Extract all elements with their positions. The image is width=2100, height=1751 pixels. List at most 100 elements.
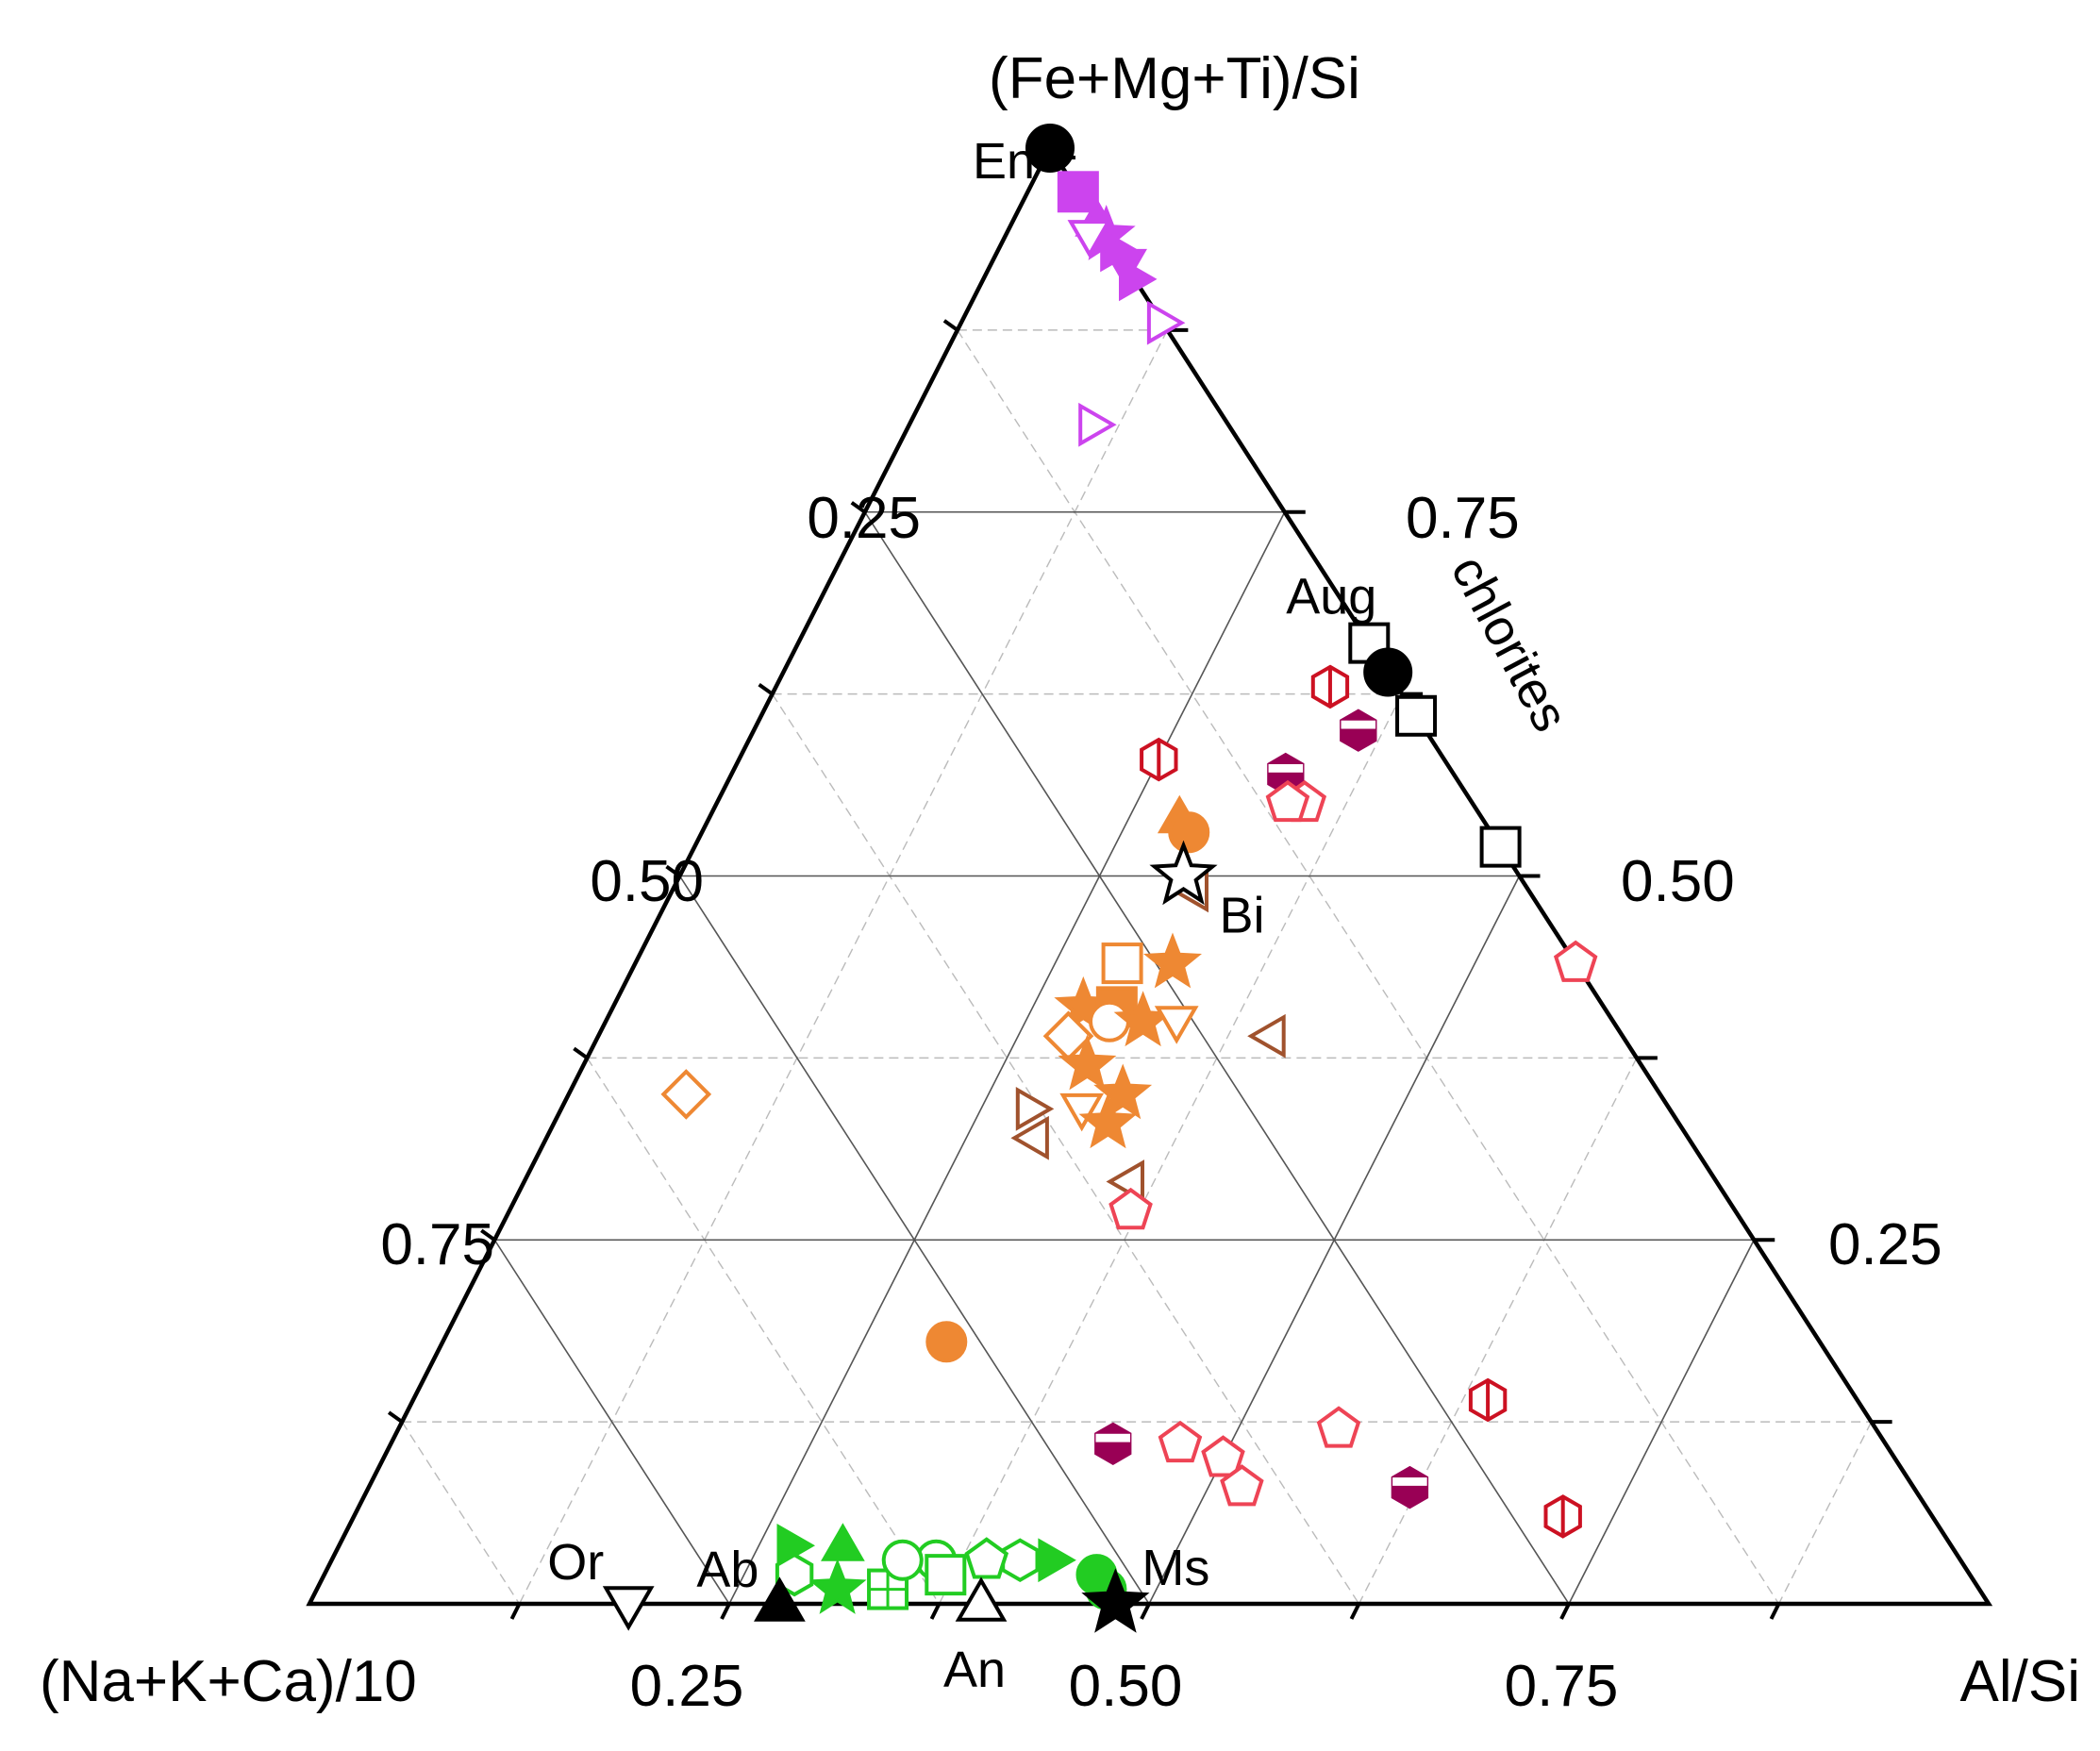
data-point — [1391, 1465, 1429, 1509]
tick-mark — [573, 1046, 589, 1060]
tick-mark — [942, 319, 959, 332]
grid-line — [493, 1239, 730, 1605]
tick-label-left-3: 0.75 — [380, 1212, 494, 1277]
data-point — [1140, 737, 1178, 782]
tick-label-bottom-1: 0.25 — [630, 1654, 744, 1719]
grid-line — [728, 511, 1286, 1605]
data-point — [1108, 1187, 1153, 1230]
grid-line — [586, 1057, 941, 1605]
data-point — [1057, 171, 1099, 213]
data-point — [925, 1321, 968, 1363]
tick-label-right-3: 0.25 — [1828, 1212, 1942, 1277]
data-point — [1089, 1000, 1130, 1042]
series-phyllosilicate-crossed-hexagons — [1140, 664, 1582, 1539]
data-point — [1015, 1087, 1055, 1131]
data-point-cross — [869, 1570, 908, 1609]
reference-label-bi: Bi — [1220, 888, 1265, 944]
tick-label-left-2: 0.50 — [590, 849, 704, 914]
reference-label-ab: Ab — [696, 1542, 758, 1598]
reference-label-ms: Ms — [1142, 1540, 1209, 1596]
reference-point-en — [1025, 124, 1075, 173]
data-point — [867, 1568, 909, 1610]
reference-labels: En Aug Bi Or Ab An Ms — [547, 133, 1376, 1698]
grid-line — [938, 693, 1403, 1605]
data-point — [1154, 1006, 1199, 1044]
data-point — [1543, 1494, 1582, 1539]
tick-mark — [1769, 1603, 1781, 1620]
grid-line — [1148, 876, 1521, 1605]
data-point-band — [1392, 1477, 1427, 1486]
tick-mark — [509, 1603, 522, 1620]
reference-label-an: An — [943, 1642, 1006, 1698]
reference-point-bi — [1149, 840, 1218, 906]
data-point — [1220, 1464, 1264, 1507]
grid-line — [1358, 1058, 1638, 1605]
tick-mark — [1349, 1603, 1361, 1620]
data-point — [1119, 257, 1158, 302]
data-point — [1058, 1034, 1117, 1091]
tick-mark — [720, 1603, 731, 1620]
grid-line — [1777, 1421, 1873, 1605]
data-point-body — [1340, 709, 1377, 752]
reference-label-en: En — [973, 133, 1035, 190]
data-point — [1168, 811, 1210, 854]
series-amphibole-group — [660, 794, 1210, 1363]
reference-point-an — [955, 1576, 1008, 1622]
data-point — [1316, 1406, 1361, 1448]
data-point — [964, 1537, 1009, 1579]
reference-points — [602, 124, 1413, 1633]
data-point — [808, 1559, 867, 1614]
grid-line — [1568, 1239, 1755, 1605]
data-point-body — [1391, 1465, 1429, 1509]
data-point — [1479, 825, 1522, 868]
tick-mark — [850, 501, 866, 514]
data-point — [881, 1539, 924, 1581]
data-point-band — [1341, 720, 1376, 729]
data-point — [1158, 1420, 1203, 1463]
data-point-band — [1095, 1433, 1131, 1442]
minor-grid — [401, 329, 1873, 1605]
data-point — [1348, 622, 1391, 664]
data-point — [1001, 1538, 1040, 1583]
data-point — [1143, 932, 1202, 989]
chlorites-annotation: chlorites — [1440, 546, 1578, 741]
grid-line — [864, 511, 1570, 1605]
grid-line — [772, 693, 1360, 1605]
data-point-body — [1094, 1422, 1132, 1466]
data-point — [1553, 940, 1598, 982]
data-point — [1078, 402, 1117, 447]
reference-point-or — [602, 1586, 655, 1631]
reference-label-aug: Aug — [1286, 568, 1376, 625]
tick-mark — [1559, 1603, 1571, 1620]
tick-label-left-1: 0.25 — [807, 486, 921, 551]
axis-title-right: Al/Si — [1960, 1649, 2080, 1714]
series-feldspar-group — [775, 1523, 1127, 1614]
tick-mark — [480, 1228, 496, 1242]
grid-line — [678, 876, 1150, 1605]
data-point — [1310, 664, 1350, 709]
tick-mark — [1140, 1603, 1151, 1620]
grid-line — [518, 329, 1168, 1605]
data-point — [1067, 220, 1112, 258]
tick-label-bottom-2: 0.50 — [1069, 1654, 1183, 1719]
series-pyroxene-group — [1057, 171, 1186, 447]
data-point — [1201, 1435, 1245, 1477]
grid-line — [957, 329, 1780, 1605]
data-point — [1395, 694, 1438, 737]
axis-title-left: (Na+K+Ca)/10 — [40, 1649, 417, 1714]
tick-mark — [758, 682, 774, 696]
data-point — [660, 1069, 712, 1120]
data-point — [1247, 1013, 1286, 1059]
series-phyllosilicate-pentagons — [1108, 779, 1598, 1507]
series-phyllosilicate-hexagons — [1094, 650, 1429, 1509]
data-point-band — [1268, 763, 1304, 773]
data-point — [1094, 1422, 1132, 1466]
tick-mark — [929, 1603, 942, 1620]
series-chlorites — [1348, 622, 1522, 868]
data-point — [821, 1523, 865, 1561]
tick-label-right-2: 0.50 — [1621, 849, 1735, 914]
data-point — [1265, 779, 1310, 823]
data-point — [775, 1552, 814, 1597]
data-point — [1010, 1115, 1049, 1160]
